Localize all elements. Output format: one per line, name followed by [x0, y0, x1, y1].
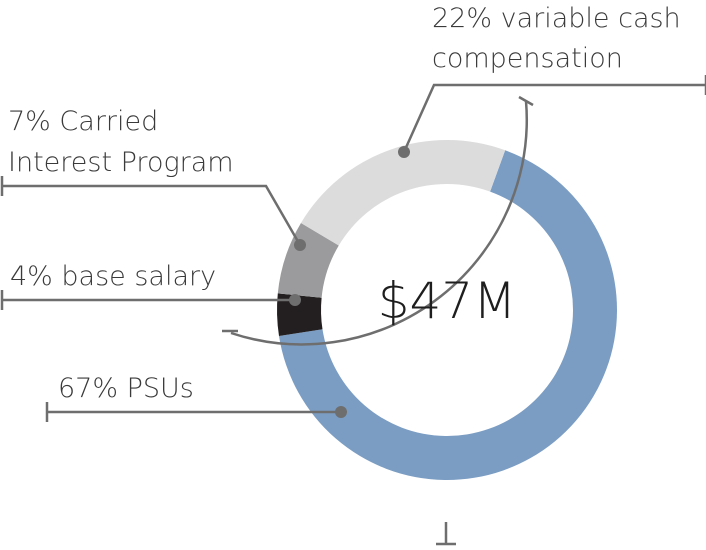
- label-base-salary: 4% base salary: [10, 261, 216, 292]
- leader-variable-cash: [398, 75, 706, 158]
- label-variable-cash: 22% variable cash compensation: [432, 3, 689, 74]
- donut-slices: [277, 140, 618, 480]
- psu-bracket-arc: [230, 100, 528, 346]
- slice-variable-cash-compensation: [300, 140, 506, 246]
- slice-base-salary: [277, 293, 323, 337]
- leader-psus: [45, 402, 347, 422]
- slice-carried-interest-program: [277, 222, 339, 298]
- center-total: $47M: [378, 272, 517, 330]
- leader-carried-interest: [0, 176, 306, 251]
- label-psus: 67% PSUs: [58, 373, 194, 404]
- leader-base-salary: [0, 290, 301, 310]
- psu-bracket-end-top: [518, 95, 534, 107]
- label-carried-interest: 7% Carried Interest Program: [8, 106, 234, 178]
